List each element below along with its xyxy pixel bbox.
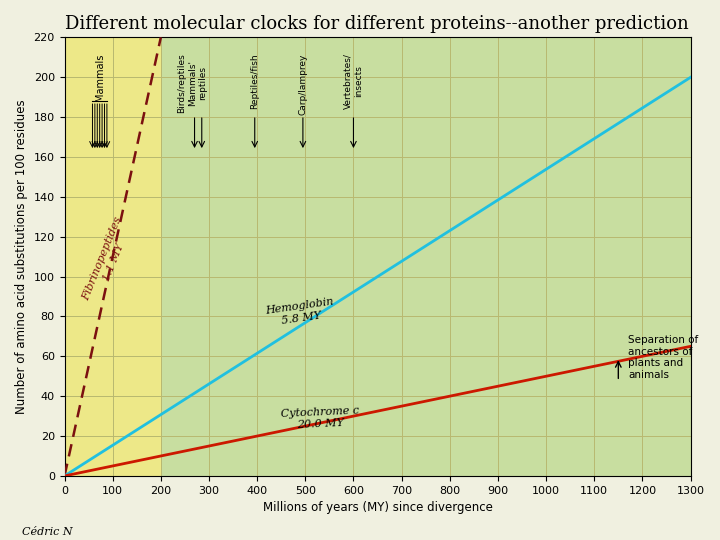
Text: Hemoglobin
5.8 MY: Hemoglobin 5.8 MY <box>265 297 336 328</box>
Text: Vertebrates/
insects: Vertebrates/ insects <box>343 53 363 109</box>
Bar <box>161 37 690 476</box>
Text: Cytochrome c
20.0 MY: Cytochrome c 20.0 MY <box>280 406 359 430</box>
Text: Separation of
ancestors of
plants and
animals: Separation of ancestors of plants and an… <box>628 335 698 380</box>
Text: Different molecular clocks for different proteins--another prediction: Different molecular clocks for different… <box>65 15 688 33</box>
Bar <box>65 37 161 476</box>
Text: Reptiles/fish: Reptiles/fish <box>251 53 259 109</box>
X-axis label: Millions of years (MY) since divergence: Millions of years (MY) since divergence <box>263 501 492 514</box>
Text: Birds/reptiles
Mammals'
reptiles: Birds/reptiles Mammals' reptiles <box>177 53 207 113</box>
Text: Cédric N: Cédric N <box>22 526 72 537</box>
Text: Mammals: Mammals <box>95 53 104 100</box>
Text: Carp/lamprey: Carp/lamprey <box>298 53 307 114</box>
Y-axis label: Number of amino acid substitutions per 100 residues: Number of amino acid substitutions per 1… <box>15 99 28 414</box>
Text: Fibrinopeptides
1.1 MY: Fibrinopeptides 1.1 MY <box>81 215 135 306</box>
